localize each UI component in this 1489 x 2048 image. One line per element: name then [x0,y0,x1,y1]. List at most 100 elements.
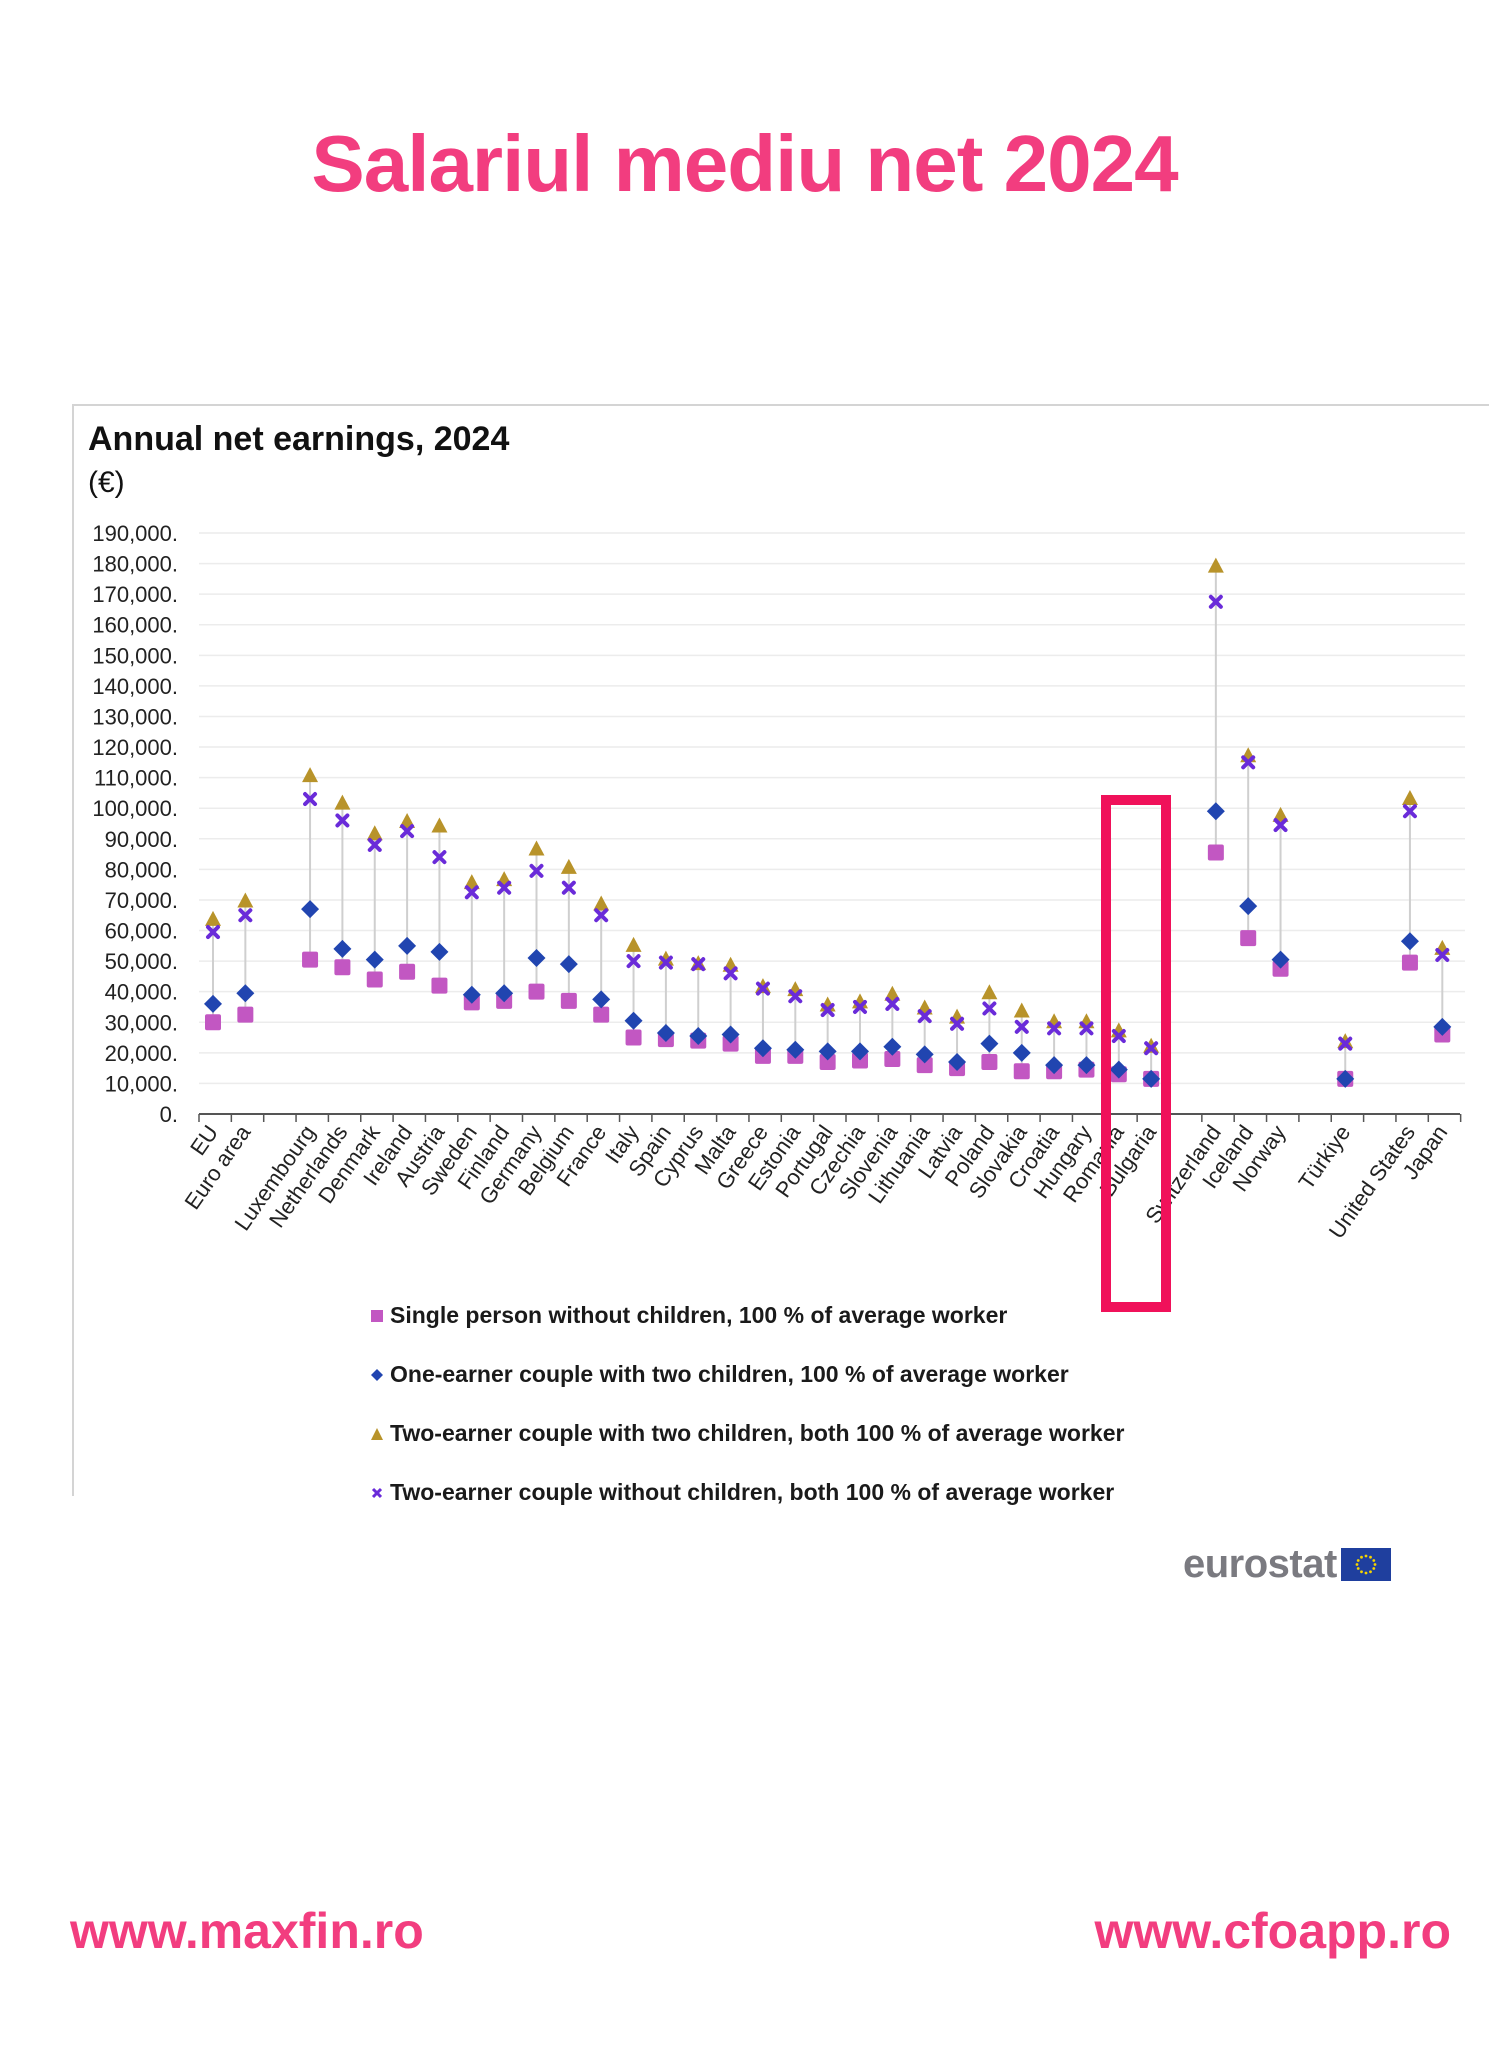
data-point-cross [1402,804,1417,819]
data-point-triangle [1272,806,1289,822]
data-point-triangle [1207,557,1224,573]
data-point-square [237,1006,254,1023]
data-point-triangle [1401,790,1418,806]
data-point-cross [335,813,350,828]
data-point-cross [1014,1019,1029,1034]
y-tick-label: 30,000. [105,1010,178,1035]
data-point-triangle [431,817,448,833]
data-point-square [819,1054,836,1071]
data-point-cross [1047,1021,1062,1036]
data-point-diamond [365,950,384,969]
chart-unit: (€) [88,466,125,499]
data-point-triangle [334,794,351,810]
data-point-cross [1273,818,1288,833]
y-tick-label: 20,000. [105,1041,178,1066]
y-tick-label: 100,000. [92,796,178,821]
diamond-marker-icon [368,1368,386,1382]
data-point-diamond [1045,1056,1064,1075]
data-point-diamond [559,955,578,974]
data-point-triangle [657,950,674,966]
data-point-triangle [1143,1037,1160,1053]
chart-legend: Single person without children, 100 % of… [368,1286,1124,1522]
data-point-diamond [689,1027,708,1046]
data-point-triangle [1013,1002,1030,1018]
eurostat-logo: eurostat [1183,1542,1391,1587]
data-point-cross [820,1003,835,1018]
data-point-square [722,1035,739,1052]
data-point-square [1240,930,1257,947]
data-point-cross [1338,1036,1353,1051]
data-point-cross [464,885,479,900]
data-point-diamond [592,990,611,1009]
data-point-square [399,963,416,980]
data-point-cross [529,863,544,878]
data-point-square [981,1054,998,1071]
data-point-cross [950,1016,965,1031]
data-point-diamond [1077,1056,1096,1075]
data-point-square [302,951,319,968]
data-point-cross [1208,594,1223,609]
legend-item-two-earner-no-children: Two-earner couple without children, both… [368,1463,1124,1522]
data-point-diamond [851,1042,869,1061]
data-point-square [366,971,383,988]
data-point-cross [497,880,512,895]
data-point-square [560,992,577,1009]
legend-label: Two-earner couple without children, both… [390,1479,1115,1505]
y-tick-label: 10,000. [105,1071,178,1096]
y-tick-label: 50,000. [105,949,178,974]
data-point-square [528,983,545,1000]
cfoapp-link[interactable]: www.cfoapp.ro [1094,1903,1452,1959]
y-tick-label: 150,000. [92,643,178,668]
data-point-square [1401,954,1418,971]
y-tick-label: 120,000. [92,735,178,760]
square-marker-icon [368,1309,386,1323]
y-tick-label: 0. [160,1102,178,1127]
page-title: Salariul mediu net 2024 [311,119,1178,208]
data-point-diamond [980,1034,999,1053]
y-tick-label: 180,000. [92,552,178,577]
data-point-triangle [366,825,383,841]
data-point-diamond [948,1053,967,1072]
data-point-cross [594,908,609,923]
data-point-cross [1111,1029,1126,1044]
data-point-cross [561,880,576,895]
y-tick-label: 130,000. [92,704,178,729]
data-point-cross [303,792,318,807]
data-point-cross [432,850,447,865]
data-point-diamond [527,949,546,968]
y-tick-label: 140,000. [92,674,178,699]
legend-item-two-earner-children: Two-earner couple with two children, bot… [368,1404,1124,1463]
data-point-triangle [884,985,901,1001]
data-point-triangle [237,892,254,908]
data-point-cross [367,837,382,852]
data-point-diamond [204,994,222,1013]
data-point-diamond [236,984,255,1003]
eu-flag-icon [1340,1548,1391,1581]
legend-label: Single person without children, 100 % of… [390,1302,1008,1328]
data-point-diamond [430,942,449,961]
data-point-diamond [624,1011,643,1030]
data-point-square [334,959,351,976]
data-point-triangle [399,812,416,828]
data-point-square [1013,1063,1030,1080]
data-point-square [625,1029,642,1046]
maxfin-link[interactable]: www.maxfin.ro [70,1903,424,1959]
data-point-cross [853,999,867,1014]
data-point-cross [658,955,673,970]
data-point-cross [788,989,803,1004]
x-tick-label: Türkiye [1293,1121,1355,1194]
data-point-cross [1079,1021,1094,1036]
y-tick-label: 40,000. [105,980,178,1005]
data-point-diamond [398,936,417,955]
data-point-triangle [205,910,221,926]
data-point-triangle [302,767,319,783]
y-tick-label: 70,000. [105,888,178,913]
data-point-cross [1241,755,1256,770]
chart-title: Annual net earnings, 2024 [88,420,510,458]
data-point-diamond [301,900,320,919]
data-point-diamond [1206,802,1225,821]
data-point-diamond [753,1039,772,1058]
triangle-marker-icon [368,1427,386,1441]
data-point-square [916,1057,933,1074]
y-tick-label: 80,000. [105,857,178,882]
